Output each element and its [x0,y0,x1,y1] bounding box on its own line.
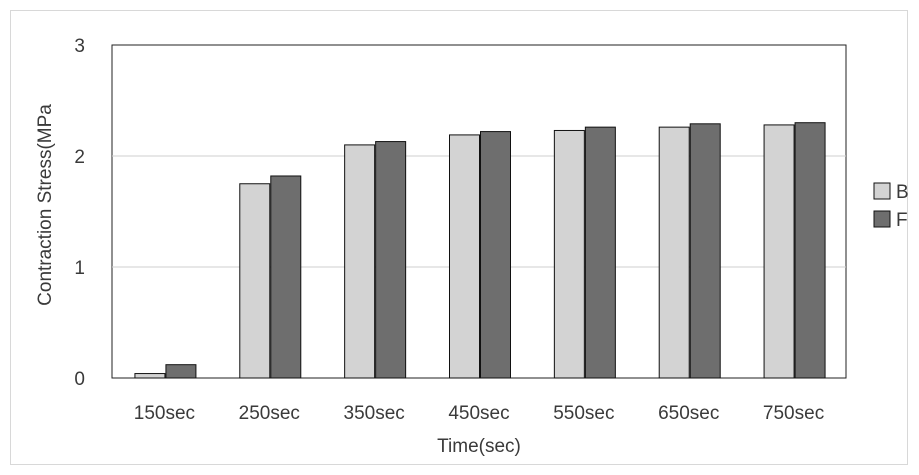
bar [553,129,585,379]
bar [375,141,407,379]
bar [449,134,480,379]
bars [134,122,826,379]
bar [134,373,166,379]
bar [763,124,795,379]
bar [584,126,616,379]
x-tick-label: 750sec [763,403,824,424]
y-axis-title: Contraction Stress(MPa [35,104,56,306]
bar [165,364,197,379]
x-tick-label: 550sec [553,403,614,424]
legend-swatch [873,182,891,200]
y-tick-label: 1 [74,258,85,279]
legend: BF [873,182,909,231]
bar [344,144,376,379]
y-tick-label: 0 [74,369,85,390]
x-tick-label: 350sec [344,403,405,424]
x-tick-label: 450sec [448,403,509,424]
legend-label: F [896,210,908,231]
bar [794,122,826,379]
x-tick-label: 150sec [134,403,195,424]
y-tick-label: 3 [74,36,85,57]
x-axis-title: Time(sec) [437,436,521,457]
bar [689,123,721,379]
bar [658,126,690,379]
y-tick-label: 2 [74,147,85,168]
y-tick-labels: 0 1 2 3 [74,36,85,390]
x-tick-labels: 150sec 250sec 350sec 450sec 550sec 650sec 750s… [134,403,824,424]
bar [239,183,271,379]
legend-swatch [873,210,891,228]
bar [270,175,302,379]
bar [480,131,511,379]
x-tick-label: 650sec [658,403,719,424]
legend-label: B [896,182,909,203]
x-tick-label: 250sec [239,403,300,424]
